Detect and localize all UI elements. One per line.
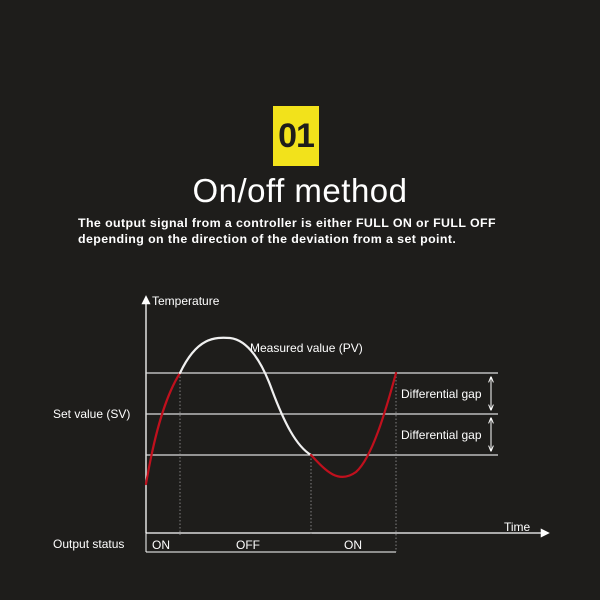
output-state-on-2: ON <box>344 538 362 552</box>
section-number-badge: 01 <box>273 106 319 166</box>
differential-gap-label-upper: Differential gap <box>401 387 482 401</box>
measured-value-label: Measured value (PV) <box>250 341 363 355</box>
y-axis-label: Temperature <box>152 294 220 308</box>
x-axis-label: Time <box>504 520 531 534</box>
output-state-off: OFF <box>236 538 260 552</box>
rising-curve-end <box>309 371 398 479</box>
description: The output signal from a controller is e… <box>78 215 538 247</box>
measured-value-curve <box>178 336 313 457</box>
differential-gap-label-lower: Differential gap <box>401 428 482 442</box>
section-number: 01 <box>278 116 315 155</box>
output-state-on-1: ON <box>152 538 170 552</box>
description-line-2: depending on the direction of the deviat… <box>78 232 457 246</box>
set-value-label: Set value (SV) <box>53 407 130 421</box>
output-status-label: Output status <box>53 537 124 551</box>
description-line-1: The output signal from a controller is e… <box>78 216 496 230</box>
page-title: On/off method <box>192 172 408 209</box>
rising-curve-start <box>144 371 182 486</box>
